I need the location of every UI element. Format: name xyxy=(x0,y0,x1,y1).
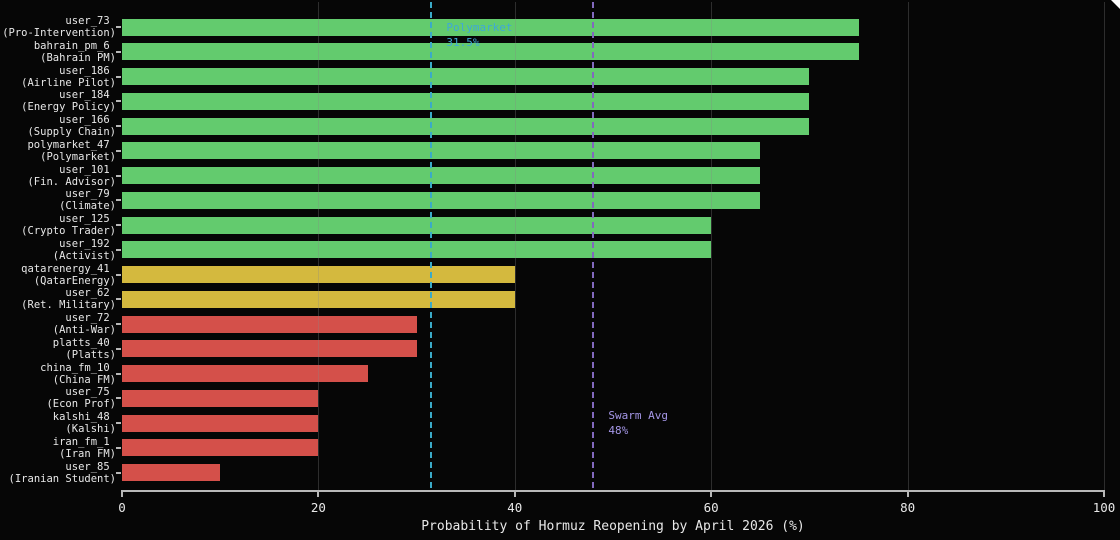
y-label-user_79: user_79 (Climate) xyxy=(59,188,116,213)
bar-platts_40 xyxy=(122,340,417,358)
y-tick-user_186 xyxy=(116,75,121,78)
y-label-user_62: user_62 (Ret. Military) xyxy=(21,287,116,312)
y-label-bahrain_pm_6: bahrain_pm_6 (Bahrain PM) xyxy=(33,39,116,64)
bar-user_101 xyxy=(122,167,761,184)
gridline-40 xyxy=(514,2,516,490)
x-tick-label-20: 20 xyxy=(310,500,326,515)
bar-polymarket_47 xyxy=(122,142,761,160)
y-label-user_166: user_166 (Supply Chain) xyxy=(27,114,116,138)
y-label-user_85: user_85 (Iranian Student) xyxy=(8,460,116,485)
gridline-100 xyxy=(1104,2,1105,490)
y-tick-kalshi_48 xyxy=(116,422,121,424)
bar-qatarenergy_41 xyxy=(122,266,515,283)
window-corner-artifact xyxy=(1111,0,1120,9)
bar-user_184 xyxy=(122,92,810,110)
y-tick-user_73 xyxy=(116,26,121,28)
x-tick-label-80: 80 xyxy=(900,500,916,515)
bar-kalshi_48 xyxy=(122,414,319,432)
y-tick-iran_fm_1 xyxy=(116,446,121,449)
y-tick-qatarenergy_41 xyxy=(116,273,121,276)
bar-user_62 xyxy=(122,290,515,308)
x-axis-line xyxy=(121,490,1105,492)
y-tick-polymarket_47 xyxy=(116,149,121,152)
y-tick-user_166 xyxy=(116,125,121,127)
gridline-20 xyxy=(318,2,320,490)
y-tick-user_125 xyxy=(116,224,121,226)
bar-bahrain_pm_6 xyxy=(122,43,859,61)
bar-iran_fm_1 xyxy=(122,439,319,457)
y-label-user_184: user_184 (Energy Policy) xyxy=(21,89,116,114)
y-tick-user_75 xyxy=(116,397,121,400)
x-tick-mark-0 xyxy=(121,492,123,497)
y-tick-user_79 xyxy=(116,199,121,202)
y-label-user_73: user_73 (Pro-Intervention) xyxy=(2,15,116,39)
y-label-qatarenergy_41: qatarenergy_41 (QatarEnergy) xyxy=(21,262,116,287)
x-axis-title: Probability of Hormuz Reopening by April… xyxy=(421,519,805,534)
y-tick-china_fm_10 xyxy=(116,372,121,375)
y-label-china_fm_10: china_fm_10 (China FM) xyxy=(40,361,116,386)
bar-user_72 xyxy=(122,315,417,333)
polymarket-line xyxy=(430,2,433,490)
y-tick-platts_40 xyxy=(116,347,121,350)
swarm-avg-line xyxy=(592,2,595,490)
y-tick-bahrain_pm_6 xyxy=(116,50,121,53)
x-tick-mark-20 xyxy=(317,492,320,497)
bar-china_fm_10 xyxy=(122,365,368,382)
y-label-user_72: user_72 (Anti-War) xyxy=(52,312,116,336)
bar-user_79 xyxy=(122,191,761,209)
y-label-user_192: user_192 (Activist) xyxy=(52,237,116,262)
y-label-kalshi_48: kalshi_48 (Kalshi) xyxy=(52,411,116,435)
x-tick-mark-40 xyxy=(513,492,516,497)
bar-user_85 xyxy=(122,464,221,481)
y-tick-user_85 xyxy=(116,471,121,474)
gridline-60 xyxy=(711,2,713,490)
x-tick-mark-100 xyxy=(1103,492,1105,497)
x-tick-label-40: 40 xyxy=(507,500,523,515)
y-label-iran_fm_1: iran_fm_1 (Iran FM) xyxy=(52,435,116,460)
bar-user_75 xyxy=(122,389,319,407)
bar-user_166 xyxy=(122,117,810,135)
gridline-80 xyxy=(907,2,909,490)
bar-user_192 xyxy=(122,241,712,259)
y-tick-user_192 xyxy=(116,248,121,251)
polymarket-annotation: Polymarket 31.5% xyxy=(446,21,513,49)
bar-user_73 xyxy=(122,18,859,36)
x-tick-label-60: 60 xyxy=(703,500,719,515)
y-tick-user_62 xyxy=(116,298,121,301)
y-label-user_101: user_101 (Fin. Advisor) xyxy=(27,163,116,188)
swarm-avg-annotation: Swarm Avg 48% xyxy=(608,409,668,437)
x-tick-mark-80 xyxy=(906,492,909,497)
x-tick-label-0: 0 xyxy=(118,500,126,515)
y-tick-user_184 xyxy=(116,100,121,103)
y-label-user_125: user_125 (Crypto Trader) xyxy=(21,213,116,237)
x-tick-label-100: 100 xyxy=(1092,500,1116,515)
y-tick-user_101 xyxy=(116,174,121,177)
bar-user_125 xyxy=(122,216,712,234)
y-label-platts_40: platts_40 (Platts) xyxy=(52,336,116,361)
x-tick-mark-60 xyxy=(710,492,713,497)
y-label-polymarket_47: polymarket_47 (Polymarket) xyxy=(27,138,116,163)
y-label-user_186: user_186 (Airline Pilot) xyxy=(21,64,116,89)
y-label-user_75: user_75 (Econ Prof) xyxy=(46,386,116,411)
y-tick-user_72 xyxy=(116,323,121,325)
bar-user_186 xyxy=(122,68,810,85)
